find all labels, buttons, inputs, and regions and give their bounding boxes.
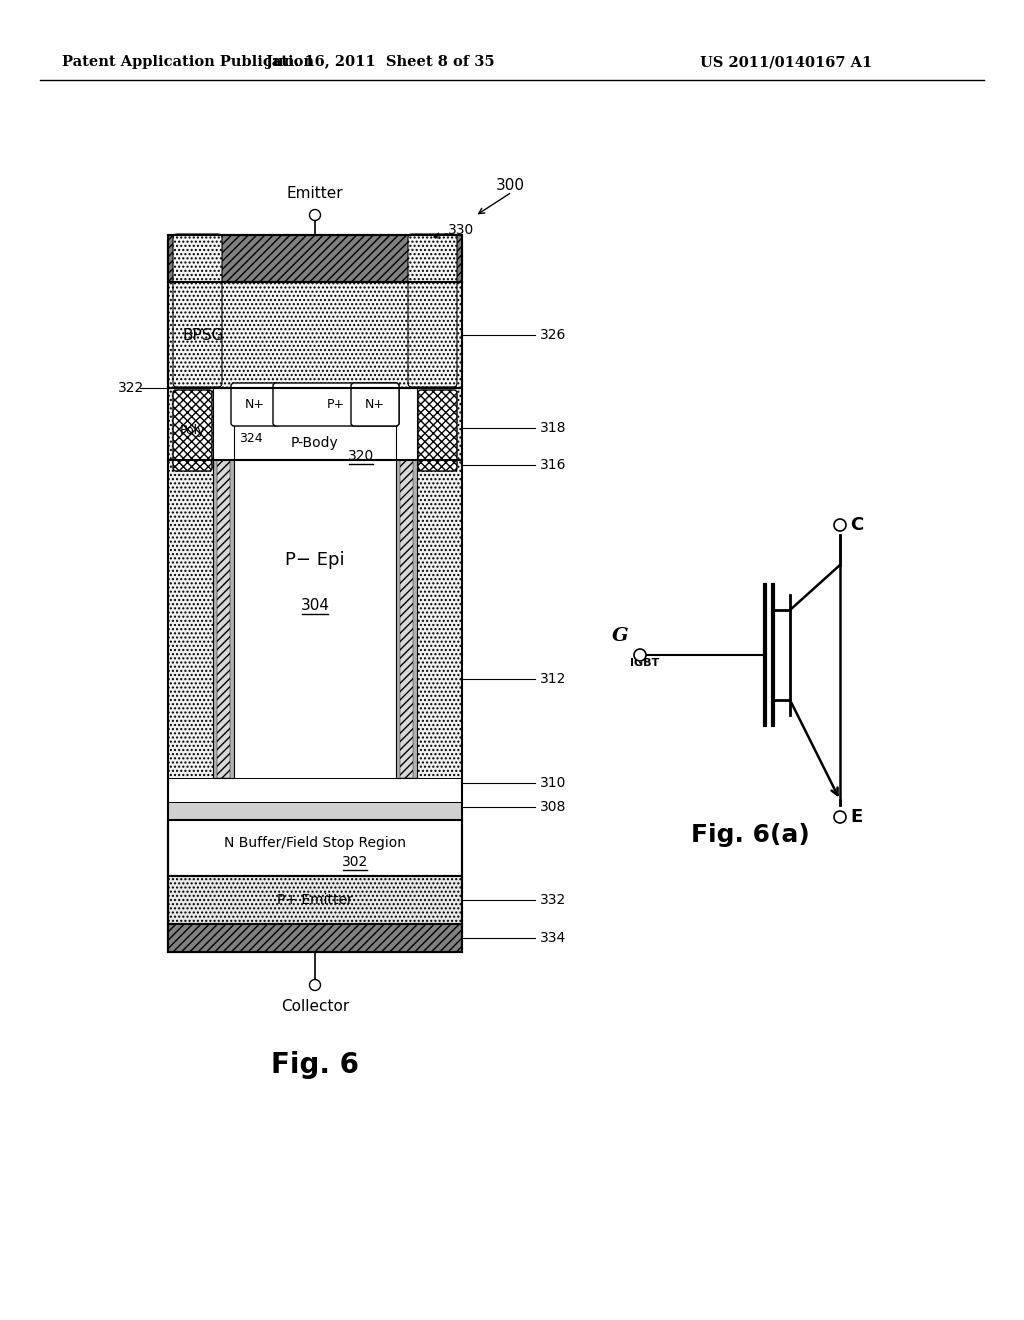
Text: 320: 320 (348, 449, 374, 463)
Text: 332: 332 (540, 894, 566, 907)
Bar (168, 235, 462, 952)
Text: N Buffer/Field Stop Region: N Buffer/Field Stop Region (224, 836, 406, 850)
Text: P-Body: P-Body (291, 436, 339, 450)
Text: Emitter: Emitter (287, 186, 343, 201)
Text: N+: N+ (365, 399, 385, 411)
Bar (217, 388, 230, 777)
Text: 312: 312 (540, 672, 566, 686)
Text: 324: 324 (239, 432, 262, 445)
Text: 326: 326 (540, 327, 566, 342)
Text: Patent Application Publication: Patent Application Publication (62, 55, 314, 69)
Bar (168, 876, 462, 924)
Text: 334: 334 (540, 931, 566, 945)
Text: N+: N+ (245, 399, 265, 411)
Text: 318: 318 (540, 421, 566, 436)
Text: 300: 300 (496, 177, 524, 193)
Text: E: E (850, 808, 862, 826)
Text: P+ Emitter: P+ Emitter (278, 894, 353, 907)
Text: Fig. 6(a): Fig. 6(a) (690, 822, 809, 847)
Text: 310: 310 (540, 776, 566, 789)
Text: IGBT: IGBT (630, 657, 659, 668)
Text: 330: 330 (449, 223, 474, 238)
Text: Fig. 6: Fig. 6 (271, 1051, 359, 1078)
Text: 304: 304 (300, 598, 330, 612)
Bar (417, 388, 462, 777)
Circle shape (309, 210, 321, 220)
FancyBboxPatch shape (173, 234, 222, 387)
FancyBboxPatch shape (408, 234, 457, 387)
Bar (168, 924, 462, 952)
Bar (230, 388, 234, 777)
Bar (213, 388, 217, 777)
Bar (234, 459, 396, 777)
Text: 308: 308 (540, 800, 566, 814)
Text: Collector: Collector (281, 999, 349, 1014)
Bar (400, 388, 413, 777)
Bar (168, 235, 462, 282)
Circle shape (309, 979, 321, 990)
Text: P+: P+ (327, 399, 345, 411)
Bar (168, 777, 462, 803)
Bar (168, 388, 213, 777)
Bar (396, 388, 400, 777)
Text: C: C (850, 516, 863, 535)
Bar (234, 388, 396, 459)
Text: 322: 322 (118, 381, 144, 395)
FancyBboxPatch shape (173, 389, 212, 471)
Bar (168, 820, 462, 876)
Circle shape (834, 519, 846, 531)
Text: Jun. 16, 2011  Sheet 8 of 35: Jun. 16, 2011 Sheet 8 of 35 (265, 55, 495, 69)
Text: US 2011/0140167 A1: US 2011/0140167 A1 (700, 55, 872, 69)
FancyBboxPatch shape (273, 383, 399, 426)
FancyBboxPatch shape (418, 389, 457, 471)
Text: P− Epi: P− Epi (286, 550, 345, 569)
Text: G: G (611, 627, 628, 645)
Bar (413, 388, 417, 777)
Text: 302: 302 (342, 855, 368, 869)
Text: Poly: Poly (180, 424, 205, 437)
Bar (168, 282, 462, 388)
Circle shape (634, 649, 646, 661)
Bar (168, 803, 462, 820)
FancyBboxPatch shape (351, 383, 399, 426)
Text: BPSG: BPSG (182, 327, 223, 342)
Bar (396, 388, 417, 777)
Bar (213, 388, 234, 777)
Circle shape (834, 810, 846, 822)
FancyBboxPatch shape (231, 383, 279, 426)
Bar (213, 388, 417, 459)
Text: 316: 316 (540, 458, 566, 473)
